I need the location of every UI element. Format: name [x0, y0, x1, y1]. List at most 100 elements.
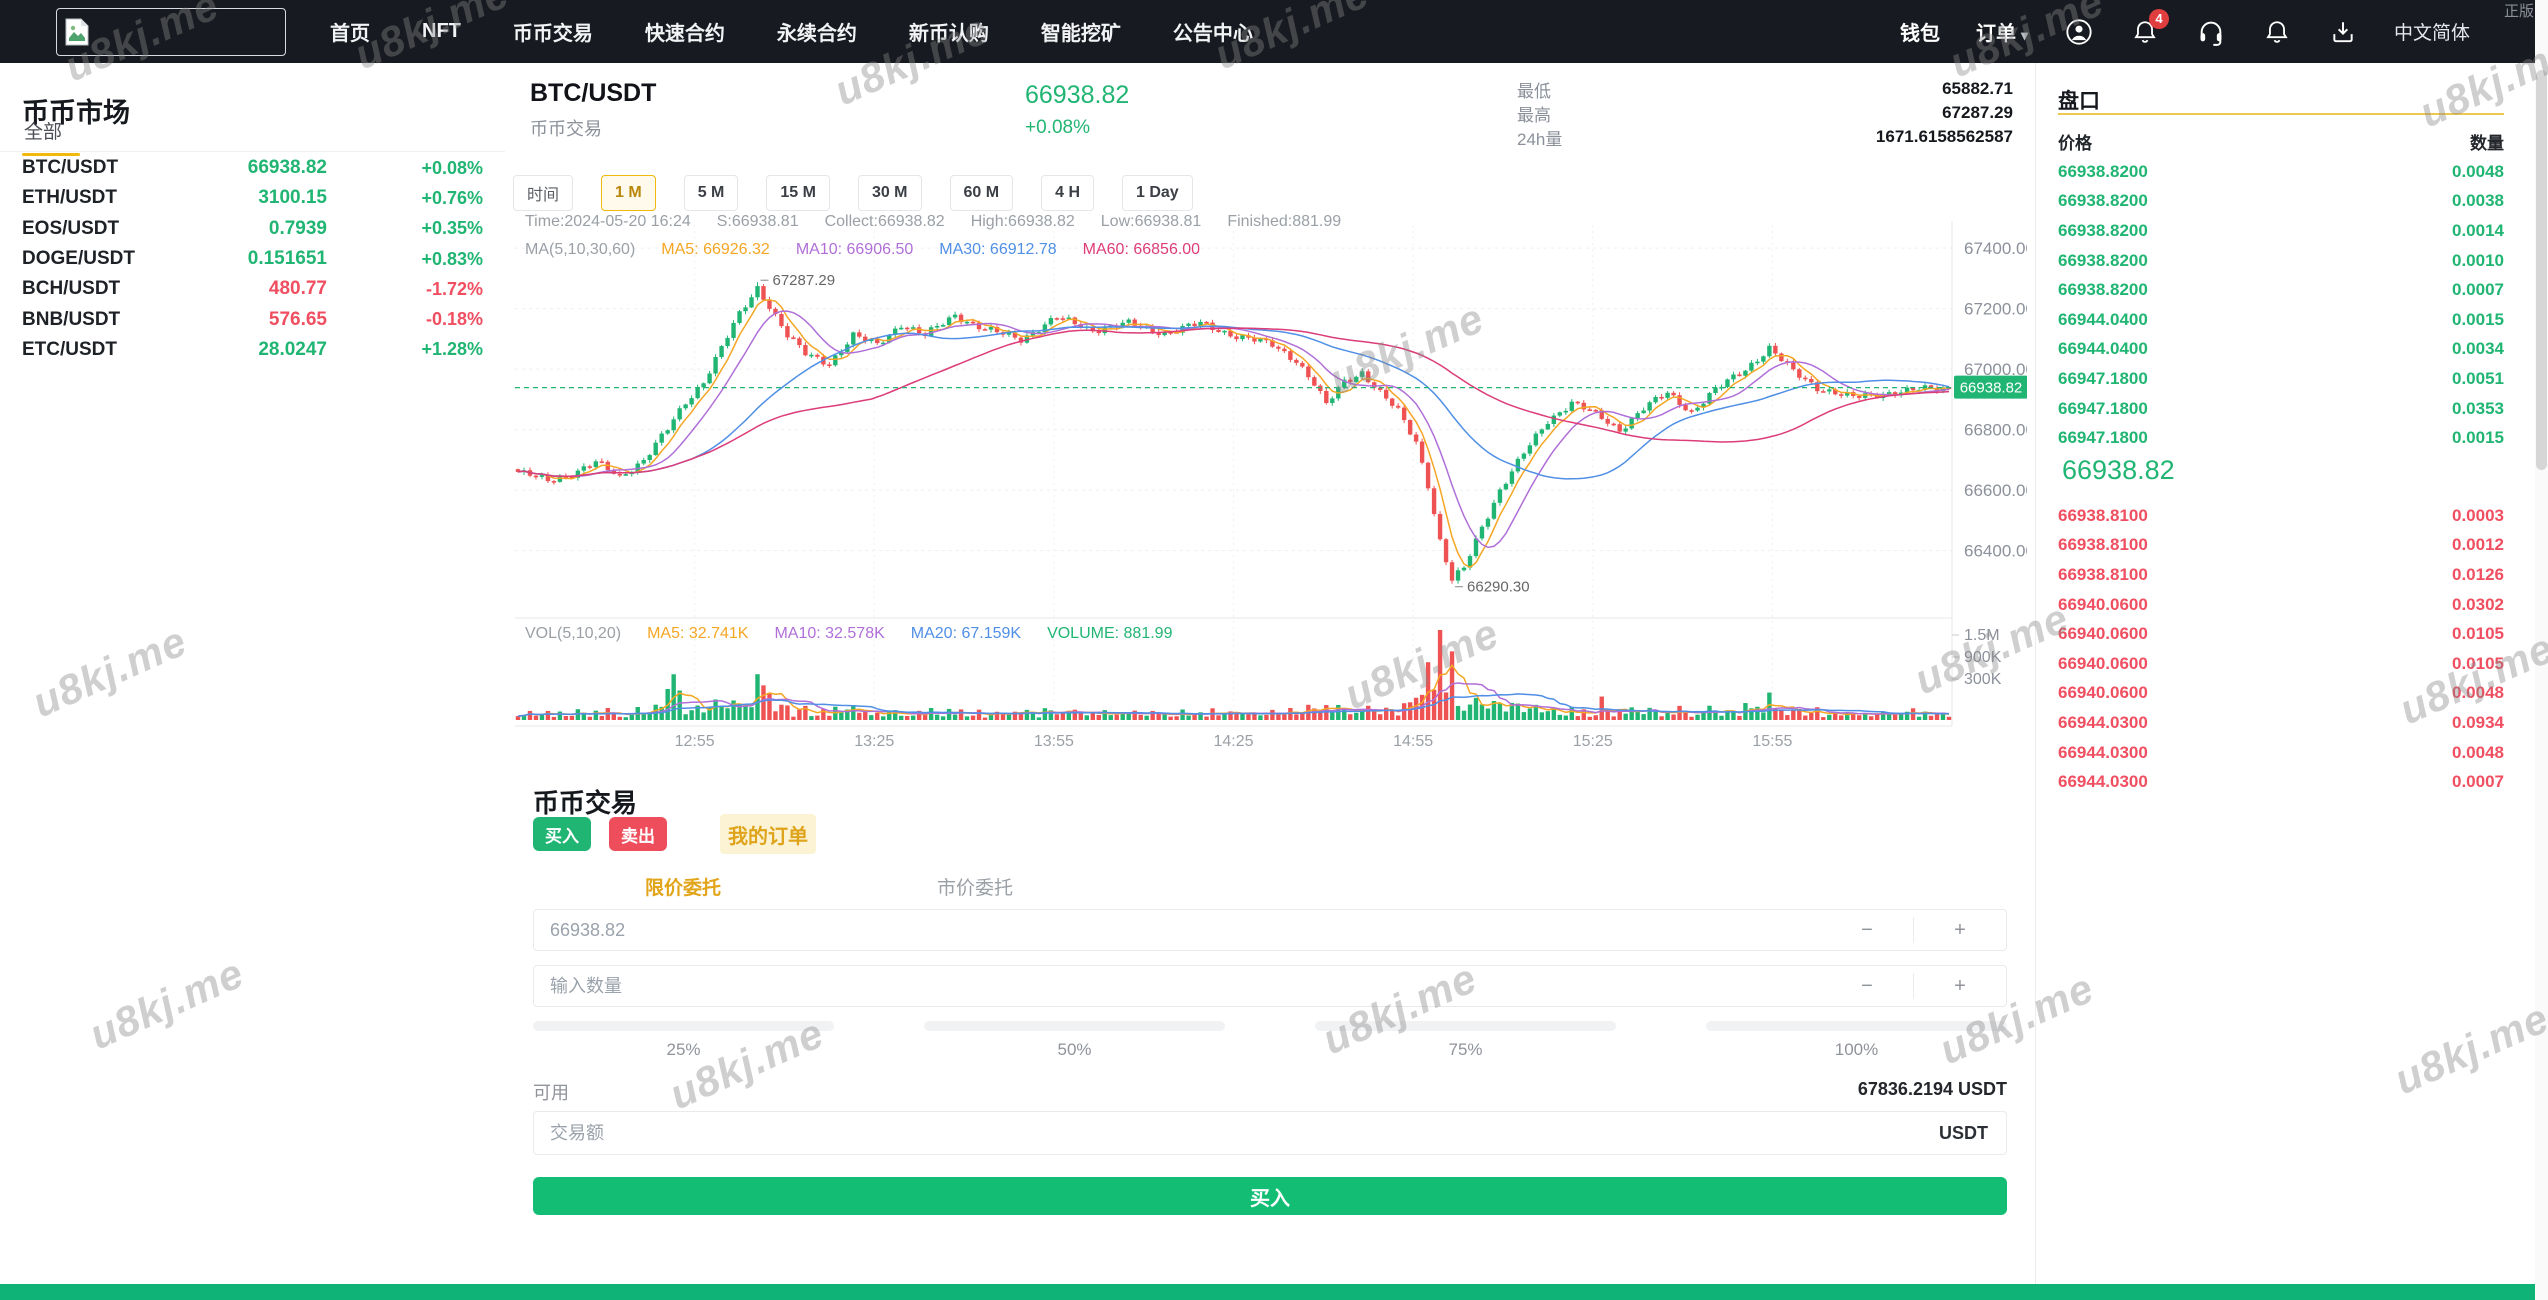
nav-orders[interactable]: 订单 ▾ [1976, 17, 2028, 46]
navbar-right: 钱包 订单 ▾ 4 中文简体 [1900, 0, 2470, 63]
amount-input[interactable] [534, 974, 1821, 998]
svg-text:14:25: 14:25 [1213, 733, 1253, 750]
market-tab-all[interactable]: 全部 [22, 117, 81, 156]
ask-price: 66938.8200 [2058, 250, 2148, 270]
ask-price: 66938.8200 [2058, 161, 2148, 181]
ask-row[interactable]: 66938.8200 0.0014 [2058, 216, 2504, 246]
bid-price: 66944.0300 [2058, 712, 2148, 732]
ask-amount: 0.0007 [2452, 280, 2504, 300]
svg-text:13:25: 13:25 [854, 733, 894, 750]
bid-row[interactable]: 66940.0600 0.0302 [2058, 590, 2504, 620]
percent-segment-50[interactable]: 50% [924, 1021, 1225, 1060]
kline-svg[interactable]: 67400.00 67200.00 67000.00 66800.00 66600.00… [515, 205, 2027, 763]
market-row-btc-usdt[interactable]: BTC/USDT 66938.82 +0.08% [0, 153, 505, 183]
market-row-bnb-usdt[interactable]: BNB/USDT 576.65 -0.18% [0, 304, 505, 334]
scrollbar-thumb[interactable] [2536, 70, 2547, 470]
timeframe-30-m[interactable]: 30 M [857, 175, 922, 211]
nav-item-smart-mining[interactable]: 智能挖矿 [1040, 23, 1121, 45]
percent-segment-100[interactable]: 100% [1706, 1021, 2007, 1060]
market-row-eth-usdt[interactable]: ETH/USDT 3100.15 +0.76% [0, 183, 505, 213]
ask-row[interactable]: 66944.0400 0.0034 [2058, 335, 2504, 365]
nav-item-nft[interactable]: NFT [422, 20, 461, 42]
order-book-header: 价格 数量 [2058, 129, 2504, 154]
my-orders-button[interactable]: 我的订单 [720, 814, 816, 854]
bid-row[interactable]: 66940.0600 0.0105 [2058, 619, 2504, 649]
limit-order-tab[interactable]: 限价委托 [645, 878, 722, 899]
market-row-eos-usdt[interactable]: EOS/USDT 0.7939 +0.35% [0, 214, 505, 244]
svg-text:67000.00: 67000.00 [1964, 360, 2027, 379]
market-pair: DOGE/USDT [22, 248, 135, 270]
percent-segment-75[interactable]: 75% [1315, 1021, 1616, 1060]
timeframe-1-m[interactable]: 1 M [601, 175, 656, 211]
nav-item-perpetual-contract[interactable]: 永续合约 [776, 23, 857, 45]
price-input[interactable] [534, 918, 1821, 942]
ask-row[interactable]: 66947.1800 0.0015 [2058, 423, 2504, 453]
announcement-bell-icon[interactable] [2262, 17, 2292, 47]
market-row-bch-usdt[interactable]: BCH/USDT 480.77 -1.72% [0, 274, 505, 304]
price-minus-button[interactable]: − [1861, 918, 1873, 941]
svg-text:66938.82: 66938.82 [1960, 380, 2023, 397]
bid-row[interactable]: 66938.8100 0.0012 [2058, 531, 2504, 561]
bid-row[interactable]: 66940.0600 0.0105 [2058, 649, 2504, 679]
total-amount-input[interactable] [534, 1121, 1939, 1145]
ask-row[interactable]: 66938.8200 0.0010 [2058, 246, 2504, 276]
bid-row[interactable]: 66944.0300 0.0934 [2058, 708, 2504, 738]
bid-row[interactable]: 66938.8100 0.0003 [2058, 501, 2504, 531]
ask-row[interactable]: 66947.1800 0.0051 [2058, 364, 2504, 394]
timeframe-60-m[interactable]: 60 M [949, 175, 1014, 211]
bid-row[interactable]: 66940.0600 0.0048 [2058, 679, 2504, 709]
ask-row[interactable]: 66947.1800 0.0353 [2058, 394, 2504, 424]
nav-item-announcements[interactable]: 公告中心 [1172, 23, 1253, 45]
price-column-header: 价格 [2058, 134, 2092, 153]
percent-label: 75% [1448, 1040, 1483, 1059]
svg-text:300K: 300K [1964, 671, 2002, 688]
timeframe-4-h[interactable]: 4 H [1041, 175, 1094, 211]
amount-input-group: − + [533, 965, 2007, 1007]
bid-row[interactable]: 66938.8100 0.0126 [2058, 560, 2504, 590]
market-pair: BNB/USDT [22, 308, 121, 330]
ask-row[interactable]: 66944.0400 0.0015 [2058, 305, 2504, 335]
price-change: +0.08% [1025, 117, 1090, 138]
timeframe-15-m[interactable]: 15 M [766, 175, 830, 211]
user-account-icon[interactable] [2064, 17, 2094, 47]
market-row-doge-usdt[interactable]: DOGE/USDT 0.151651 +0.83% [0, 244, 505, 274]
notification-bell-icon[interactable]: 4 [2130, 8, 2169, 47]
ask-price: 66938.8200 [2058, 191, 2148, 211]
market-list: BTC/USDT 66938.82 +0.08% ETH/USDT 3100.15 +0.… [0, 153, 505, 365]
nav-item-new-coin[interactable]: 新币认购 [908, 23, 989, 45]
bid-row[interactable]: 66944.0300 0.0007 [2058, 767, 2504, 797]
language-selector[interactable]: 中文简体 [2393, 23, 2470, 44]
submit-buy-button[interactable]: 买入 [533, 1177, 2007, 1215]
scrollbar[interactable] [2535, 0, 2548, 1300]
bid-amount: 0.0048 [2452, 742, 2504, 762]
download-app-icon[interactable] [2328, 17, 2358, 47]
svg-text:900K: 900K [1964, 649, 2002, 666]
nav-item-home[interactable]: 首页 [330, 23, 370, 45]
nav-wallet[interactable]: 钱包 [1899, 23, 1940, 45]
ask-row[interactable]: 66938.8200 0.0007 [2058, 275, 2504, 305]
buy-tab-button[interactable]: 买入 [533, 817, 591, 851]
stat-value: 1671.6158562587 [1875, 127, 2013, 146]
timeframe-5-m[interactable]: 5 M [683, 175, 739, 211]
amount-plus-button[interactable]: + [1954, 974, 1966, 997]
price-plus-button[interactable]: + [1954, 918, 1966, 941]
customer-service-headset-icon[interactable] [2196, 17, 2226, 47]
kline-chart[interactable]: Time:2024-05-20 16:24 S:66938.81 Collect:6… [515, 205, 2027, 763]
ask-row[interactable]: 66938.8200 0.0038 [2058, 187, 2504, 217]
timeframe-1-day[interactable]: 1 Day [1122, 175, 1193, 211]
sell-tab-button[interactable]: 卖出 [609, 817, 667, 851]
ask-amount: 0.0048 [2452, 161, 2504, 181]
order-book-last-price: 66938.82 [2062, 455, 2175, 485]
nav-item-spot-trade[interactable]: 币币交易 [512, 23, 593, 45]
ask-price: 66947.1800 [2058, 428, 2148, 448]
amount-minus-button[interactable]: − [1861, 974, 1873, 997]
percent-segment-25[interactable]: 25% [533, 1021, 834, 1060]
bid-amount: 0.0105 [2452, 624, 2504, 644]
bid-row[interactable]: 66944.0300 0.0048 [2058, 738, 2504, 768]
market-row-etc-usdt[interactable]: ETC/USDT 28.0247 +1.28% [0, 335, 505, 365]
market-order-tab[interactable]: 市价委托 [937, 878, 1014, 899]
ask-row[interactable]: 66938.8200 0.0048 [2058, 157, 2504, 187]
nav-item-quick-contract[interactable]: 快速合约 [644, 23, 725, 45]
logo[interactable] [56, 8, 286, 56]
